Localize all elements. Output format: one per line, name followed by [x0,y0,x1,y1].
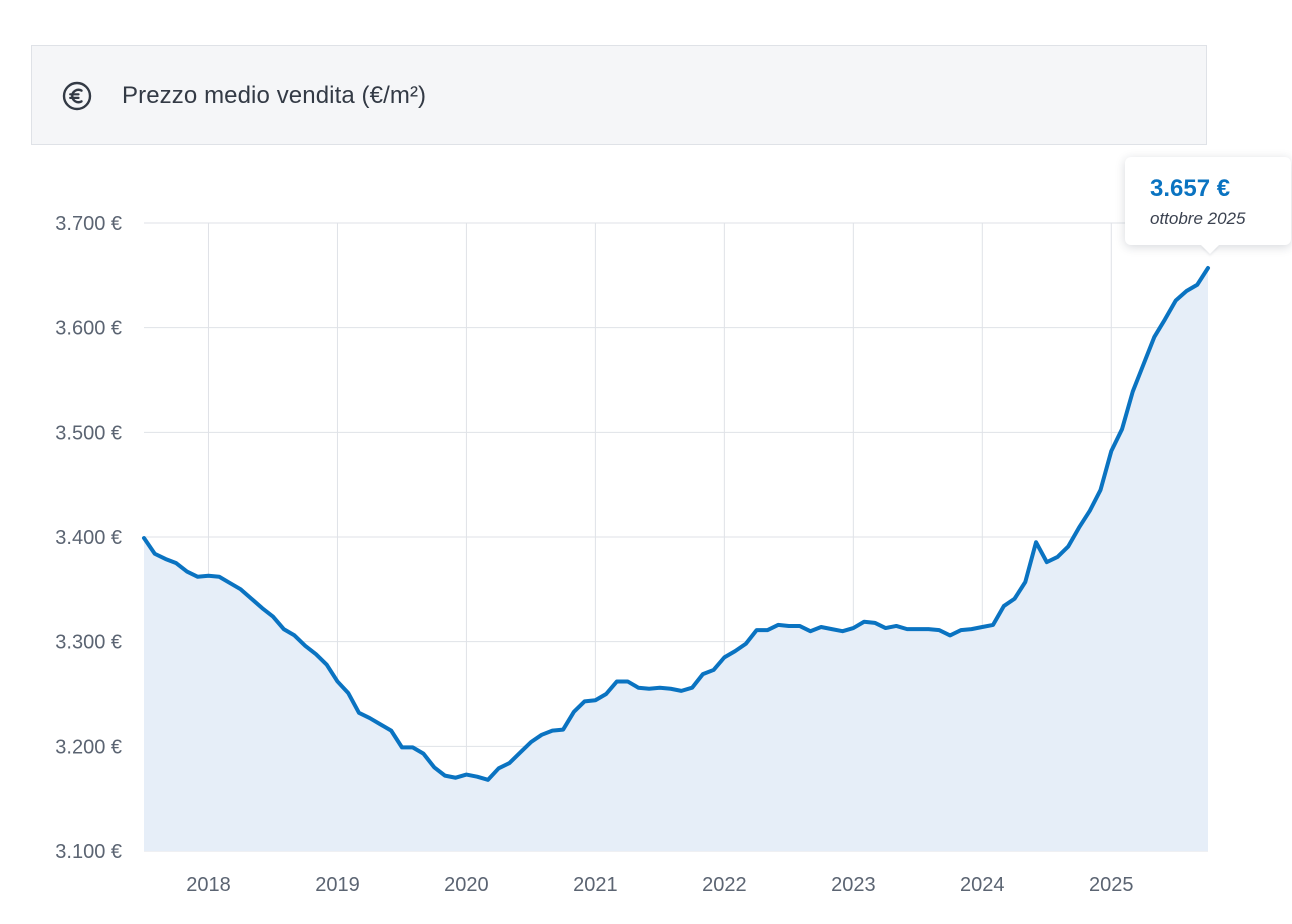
x-axis: 2018 2019 2020 2021 2022 2023 2024 2025 [186,874,1133,896]
x-tick-label: 2020 [444,874,489,896]
y-tick-label: 3.100 € [55,841,122,863]
chart-title: Prezzo medio vendita (€/m²) [122,82,427,109]
y-tick-label: 3.600 € [55,318,122,340]
y-tick-label: 3.200 € [55,736,122,758]
y-axis: 3.100 € 3.200 € 3.300 € 3.400 € 3.500 € 3.600… [55,213,122,863]
x-tick-label: 2025 [1089,874,1134,896]
area-fill [144,268,1208,851]
x-tick-label: 2021 [573,874,618,896]
y-tick-label: 3.400 € [55,527,122,549]
y-tick-label: 3.700 € [55,213,122,235]
chart-header: Prezzo medio vendita (€/m²) [31,45,1207,145]
x-tick-label: 2019 [315,874,360,896]
x-tick-label: 2018 [186,874,231,896]
tooltip-value: 3.657 € [1150,175,1231,202]
value-tooltip: 3.657 € ottobre 2025 [1125,157,1291,245]
y-tick-label: 3.300 € [55,632,122,654]
x-tick-label: 2022 [702,874,747,896]
euro-icon [62,81,92,111]
plot-area [142,266,1210,851]
y-tick-label: 3.500 € [55,422,122,444]
price-line [142,266,1210,782]
tooltip-date: ottobre 2025 [1150,209,1246,228]
x-tick-label: 2024 [960,874,1005,896]
x-tick-label: 2023 [831,874,876,896]
